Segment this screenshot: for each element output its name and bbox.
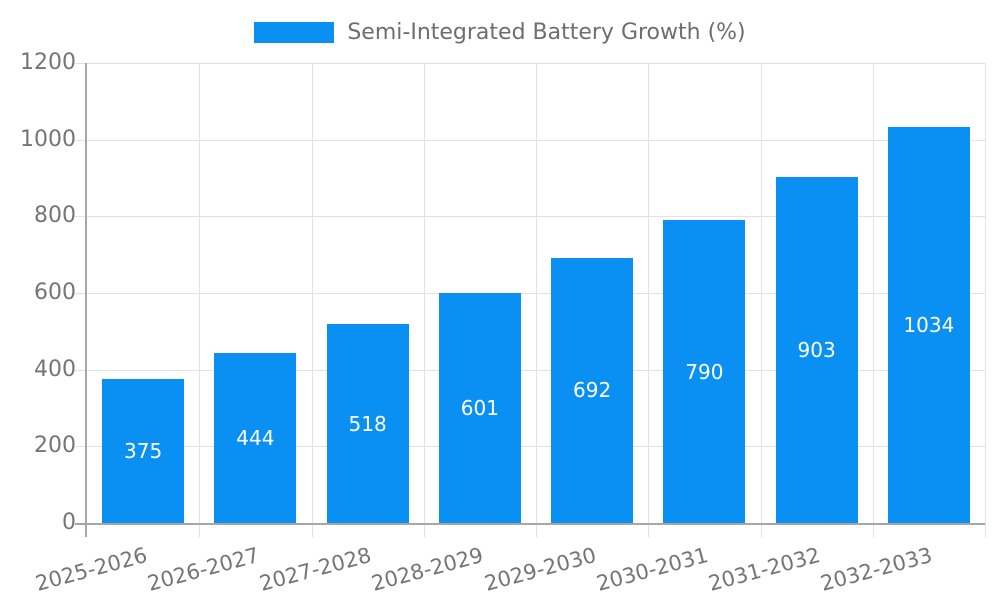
chart-legend-item[interactable]: Semi-Integrated Battery Growth (%) [0,20,1000,45]
x-axis-tick [985,523,986,537]
legend-swatch [254,22,335,43]
gridline-vertical [199,63,201,523]
x-axis-tick [423,523,425,537]
y-axis-tick [75,293,87,294]
bar-value-label: 601 [460,395,499,420]
bar-value-label: 692 [573,378,612,403]
x-axis-tick [199,523,201,537]
bar: 518 [326,324,409,523]
bar: 1034 [887,126,970,523]
x-axis-line [75,523,985,525]
legend-label: Semi-Integrated Battery Growth (%) [347,20,746,45]
bar-value-label: 1034 [903,312,955,337]
bar: 444 [214,352,297,523]
y-axis-tick-label: 800 [34,203,76,229]
x-axis-tick [311,523,313,537]
y-axis-tick [75,446,87,448]
gridline-vertical [311,63,313,523]
x-axis-tick-label: 2025-2026 [32,543,150,596]
bar-value-label: 518 [348,411,387,436]
x-axis-tick-label: 2027-2028 [257,543,374,596]
x-axis-tick [760,523,762,537]
x-axis-tick-label: 2032-2033 [818,543,936,596]
y-axis-tick-label: 200 [34,433,76,459]
bar: 903 [775,176,858,523]
y-axis-tick [75,63,87,64]
x-axis-tick [872,523,874,537]
x-axis-tick-label: 2030-2031 [593,543,711,596]
bar-value-label: 790 [685,359,724,384]
bar-value-label: 903 [797,337,836,362]
x-axis-tick [536,523,537,537]
x-axis-tick-label: 2031-2032 [706,543,823,596]
y-axis-line [85,63,87,523]
bar: 601 [438,292,521,523]
gridline-vertical [536,63,537,523]
y-axis-tick-label: 1000 [20,126,76,152]
y-axis-tick [75,139,87,141]
x-axis-tick-label: 2029-2030 [481,543,599,596]
bar: 790 [663,220,746,523]
y-axis-tick [75,369,87,371]
x-axis-tick [648,523,650,537]
bar-value-label: 444 [236,425,275,450]
y-axis-tick-label: 1200 [20,50,76,75]
gridline-vertical [760,63,762,523]
y-axis-tick-label: 600 [34,280,76,305]
y-axis-tick-label: 400 [34,356,76,382]
gridline-vertical [648,63,650,523]
bar: 375 [102,379,185,523]
gridline-vertical [423,63,425,523]
y-axis-tick-label: 0 [62,510,76,535]
bar-value-label: 375 [124,439,163,464]
gridline-vertical [872,63,874,523]
gridline-vertical [985,63,986,523]
bar: 692 [551,257,634,523]
x-axis-tick [85,523,87,537]
x-axis-tick-label: 2026-2027 [144,543,262,596]
x-axis-tick-label: 2028-2029 [369,543,487,596]
y-axis-tick [75,216,87,218]
